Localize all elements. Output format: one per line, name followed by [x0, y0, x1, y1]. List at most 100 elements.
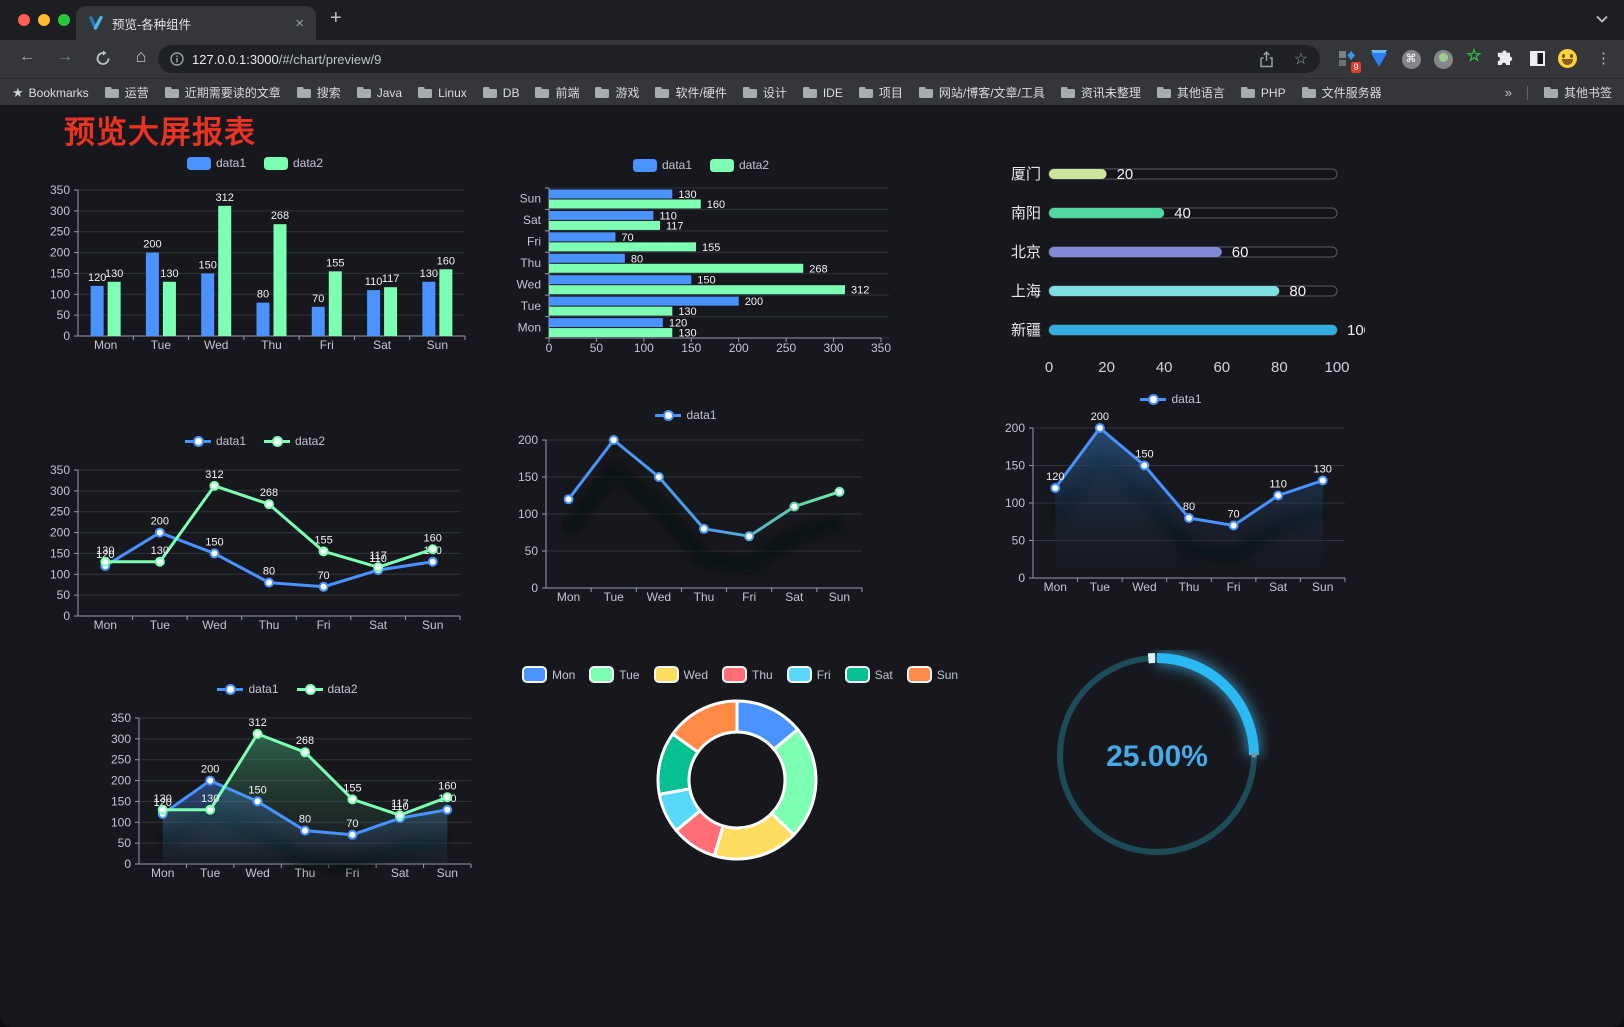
legend-swatch: [264, 156, 288, 170]
svg-text:Sun: Sun: [829, 590, 850, 604]
bookmark-folder[interactable]: 资讯未整理: [1060, 84, 1141, 101]
extensions-puzzle-icon[interactable]: [1494, 50, 1516, 70]
bookmarks-root[interactable]: ★ Bookmarks: [12, 85, 89, 101]
two-series-area-chart[interactable]: data1 data2 0 50 100 150 200 250 300 350 Mon Tue Wed…: [95, 674, 480, 888]
other-bookmarks[interactable]: 其他书签: [1543, 84, 1612, 101]
svg-text:25.00%: 25.00%: [1106, 740, 1208, 773]
new-tab-button[interactable]: +: [330, 7, 342, 29]
svg-text:155: 155: [314, 534, 332, 546]
bookmarks-overflow-icon[interactable]: »: [1504, 85, 1512, 100]
svg-text:0: 0: [63, 609, 70, 623]
grouped-bar-chart[interactable]: data1 data2 0 50 100 150 200 250 300 350 Mon Tue Wed…: [40, 146, 470, 362]
bookmark-folder[interactable]: 搜索: [296, 84, 341, 101]
legend-item[interactable]: Sat: [844, 666, 893, 683]
bookmark-folder[interactable]: 其他语言: [1156, 84, 1225, 101]
minimize-window-button[interactable]: [38, 14, 50, 26]
svg-text:160: 160: [424, 532, 442, 544]
forward-button[interactable]: →: [57, 48, 73, 65]
share-icon[interactable]: [1259, 50, 1274, 68]
gauge-chart[interactable]: 25.00%: [1045, 650, 1269, 860]
browser-tab[interactable]: 预览-各种组件 ×: [76, 6, 316, 40]
legend-item[interactable]: Mon: [521, 666, 576, 683]
bookmark-folder[interactable]: 近期需要读的文章: [164, 84, 281, 101]
extension-command-icon[interactable]: ⌘: [1400, 49, 1422, 69]
bookmark-folder[interactable]: PHP: [1240, 86, 1286, 100]
extension-star-icon[interactable]: ☆: [1466, 46, 1482, 65]
bookmark-folder[interactable]: 文件服务器: [1301, 84, 1382, 101]
legend-item[interactable]: data1: [217, 682, 279, 696]
legend-item[interactable]: Tue: [589, 666, 640, 683]
browser-menu-icon[interactable]: ⋮: [1596, 50, 1611, 67]
legend-item[interactable]: Sun: [906, 666, 958, 683]
chart-legend[interactable]: Mon Tue Wed Thu Fri Sat Sun: [521, 666, 958, 683]
folder-icon: [482, 87, 497, 98]
back-button[interactable]: ←: [19, 48, 35, 65]
donut-chart[interactable]: Mon Tue Wed Thu Fri Sat Sun: [521, 640, 958, 890]
svg-text:268: 268: [296, 735, 314, 747]
gradient-line-chart[interactable]: data1 0 50 100 150 200 Mon Tue Wed Thu Fri Sat Sun: [500, 402, 872, 610]
area-line-chart[interactable]: data1 0 50 100 150 200 Mon Tue Wed Thu Fri Sat Sun 12…: [985, 390, 1357, 600]
bookmark-label: 运营: [124, 86, 149, 100]
bookmark-star-icon[interactable]: ☆: [1293, 51, 1308, 68]
bookmark-folder[interactable]: 游戏: [594, 84, 639, 101]
bookmark-folder[interactable]: 项目: [858, 84, 903, 101]
extension-split-square-icon[interactable]: [1526, 49, 1548, 69]
extension-gem-icon[interactable]: [1368, 49, 1390, 69]
chart-legend[interactable]: data1: [500, 408, 872, 422]
legend-item[interactable]: Wed: [653, 666, 708, 683]
address-bar[interactable]: 127.0.0.1:3000/#/chart/preview/9 ☆: [158, 45, 1320, 73]
svg-text:100: 100: [634, 341, 654, 355]
svg-text:110: 110: [369, 553, 387, 565]
bookmark-folder[interactable]: 网站/博客/文章/工具: [918, 84, 1045, 101]
chart-legend[interactable]: data1 data2: [40, 434, 470, 448]
bookmark-folder[interactable]: Java: [356, 86, 402, 100]
extension-dot-icon[interactable]: [1432, 49, 1454, 69]
svg-text:200: 200: [518, 433, 538, 447]
chart-legend[interactable]: data1 data2: [505, 158, 897, 172]
horizontal-bar-chart[interactable]: data1 data2 0 50 100 150 200 250 300 350 Sun 130 160…: [505, 146, 897, 366]
legend-item[interactable]: Fri: [786, 666, 831, 683]
bookmark-folder[interactable]: 前端: [534, 84, 579, 101]
legend-item[interactable]: data2: [264, 434, 325, 448]
svg-text:117: 117: [391, 798, 409, 810]
legend-item[interactable]: data2: [264, 156, 323, 170]
chart-legend[interactable]: data1 data2: [95, 682, 480, 696]
site-info-icon[interactable]: [170, 52, 184, 66]
tab-close-icon[interactable]: ×: [295, 14, 304, 32]
extension-grid-icon[interactable]: 9: [1336, 49, 1361, 73]
chart-legend[interactable]: data1 data2: [40, 156, 470, 170]
tab-search-chevron-icon[interactable]: [1596, 15, 1608, 23]
legend-item[interactable]: Thu: [722, 666, 773, 683]
svg-text:250: 250: [111, 753, 131, 767]
extension-emoji-icon[interactable]: [1556, 49, 1578, 69]
chart-legend[interactable]: data1: [985, 392, 1357, 406]
legend-label: Mon: [551, 667, 576, 682]
legend-item[interactable]: data1: [632, 158, 692, 172]
legend-item[interactable]: data1: [1140, 392, 1202, 406]
other-bookmarks-label: 其他书签: [1563, 86, 1612, 100]
bookmark-folder[interactable]: 设计: [742, 84, 787, 101]
close-window-button[interactable]: [18, 14, 30, 26]
legend-item[interactable]: data2: [710, 158, 769, 172]
legend-item[interactable]: data1: [655, 408, 717, 422]
bookmark-folder[interactable]: DB: [482, 86, 519, 100]
bookmark-folder[interactable]: Linux: [417, 86, 467, 100]
legend-item[interactable]: data1: [186, 156, 246, 170]
svg-text:100: 100: [50, 287, 70, 301]
bookmark-folder[interactable]: 运营: [104, 84, 149, 101]
folder-icon: [918, 87, 933, 98]
bookmark-folder[interactable]: IDE: [802, 86, 843, 100]
home-button[interactable]: ⌂: [135, 46, 147, 66]
reload-button[interactable]: [92, 50, 114, 67]
svg-text:50: 50: [57, 588, 71, 602]
multi-line-chart[interactable]: data1 data2 0 50 100 150 200 250 300 350 Mon Tue Wed…: [40, 428, 470, 640]
maximize-window-button[interactable]: [58, 14, 70, 26]
bookmark-label: Linux: [438, 85, 467, 100]
legend-item[interactable]: data2: [296, 682, 358, 696]
bookmark-folder[interactable]: 软件/硬件: [654, 84, 727, 101]
progress-bar-chart[interactable]: 厦门 20 南阳 40 北京 60 上海 80 新疆 100 0 20 40 60 80 100: [985, 150, 1365, 385]
bookmark-label: 软件/硬件: [675, 86, 727, 100]
legend-item[interactable]: data1: [184, 434, 246, 448]
svg-text:300: 300: [50, 484, 70, 498]
svg-text:100: 100: [518, 507, 538, 521]
